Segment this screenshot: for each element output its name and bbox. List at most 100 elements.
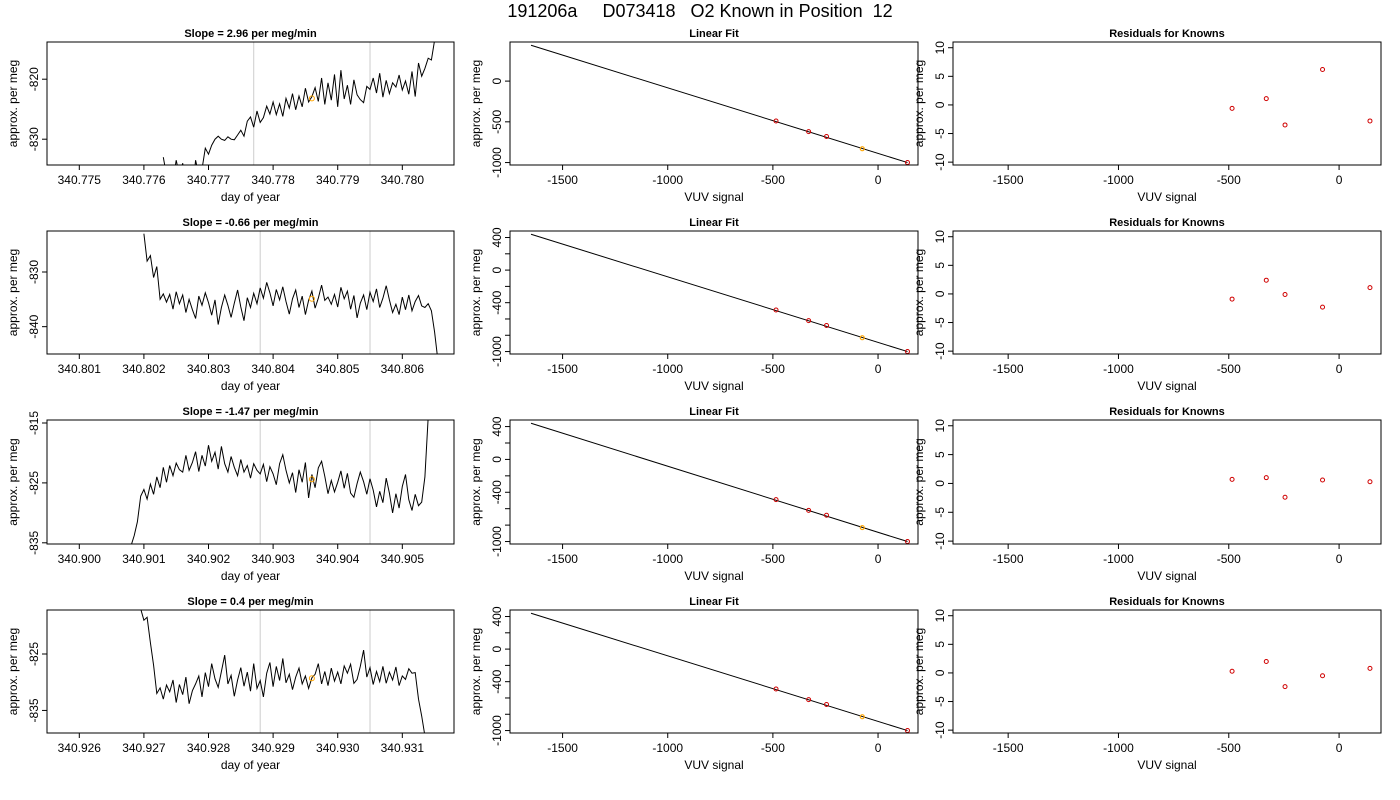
plot-frame (952, 230, 1382, 355)
x-tick-label: -500 (761, 741, 785, 755)
y-tick-label: -10 (933, 532, 947, 550)
panel-title: Slope = -0.66 per meg/min (182, 217, 318, 229)
known-point (806, 129, 812, 135)
x-tick-label: 340.779 (316, 173, 360, 187)
y-tick-label: 5 (933, 641, 947, 648)
residual-point (1367, 285, 1373, 291)
y-axis-label: approx. per meg (912, 628, 926, 715)
known-point (824, 322, 830, 328)
y-tick-label: 0 (933, 101, 947, 108)
y-axis-label: approx. per meg (469, 628, 483, 715)
panel-title: Linear Fit (689, 28, 739, 40)
y-tick-label: 10 (933, 419, 947, 433)
x-axis-label: day of year (221, 569, 280, 583)
panel-4-1: Slope = 0.4 per meg/min 340.926 340.927 340… (6, 596, 455, 772)
panel-title: Linear Fit (689, 217, 739, 229)
x-tick-label: 0 (1336, 741, 1343, 755)
y-tick-label: 10 (933, 230, 947, 244)
x-tick-label: 340.927 (122, 741, 166, 755)
x-axis-label: day of year (221, 758, 280, 772)
plot-frame (46, 419, 455, 545)
x-axis-label: VUV signal (684, 379, 743, 393)
x-axis-label: VUV signal (684, 190, 743, 204)
x-tick-label: -500 (1217, 173, 1241, 187)
residual-point (1282, 684, 1288, 690)
known-point (773, 118, 779, 124)
y-tick-label: 0 (933, 480, 947, 487)
y-axis-label: approx. per meg (912, 60, 926, 147)
panel-title: Residuals for Knowns (1109, 217, 1225, 229)
plot-frame (952, 609, 1382, 734)
residual-point (1282, 494, 1288, 500)
plot-frame (952, 41, 1382, 166)
y-tick-label: -10 (933, 342, 947, 360)
y-tick-label: 0 (490, 645, 504, 652)
plot-frame (509, 419, 919, 545)
plot-area (530, 233, 910, 354)
y-tick-label: -400 (490, 290, 504, 314)
residual-point (1229, 296, 1235, 302)
y-axis-label: approx. per meg (6, 249, 20, 336)
x-tick-label: 340.775 (58, 173, 102, 187)
x-tick-label: 0 (875, 552, 882, 566)
x-tick-label: 340.778 (251, 173, 295, 187)
y-axis-label: approx. per meg (6, 628, 20, 715)
plot-area (530, 612, 910, 733)
x-tick-label: -500 (761, 362, 785, 376)
y-tick-label: 5 (933, 73, 947, 80)
x-tick-label: 340.901 (122, 552, 166, 566)
plot-area (1229, 475, 1373, 500)
x-tick-label: -1000 (1103, 362, 1134, 376)
x-tick-label: 340.928 (187, 741, 231, 755)
y-tick-label: 400 (490, 606, 504, 626)
y-tick-label: 400 (490, 416, 504, 436)
y-tick-label: -500 (490, 109, 504, 133)
residual-point (1263, 277, 1269, 283)
highlight-point (308, 95, 315, 102)
known-point (824, 512, 830, 518)
x-tick-label: -500 (761, 552, 785, 566)
y-tick-label: 400 (490, 227, 504, 247)
known-point (824, 701, 830, 707)
residual-point (1320, 673, 1326, 679)
y-tick-label: -820 (27, 67, 41, 91)
y-tick-label: 0 (933, 290, 947, 297)
x-tick-label: 340.802 (122, 362, 166, 376)
x-tick-label: 340.902 (187, 552, 231, 566)
x-axis-label: day of year (221, 379, 280, 393)
x-axis-label: VUV signal (1137, 190, 1196, 204)
y-tick-label: 10 (933, 41, 947, 55)
highlight-point (308, 476, 315, 483)
residual-point (1229, 476, 1235, 482)
known-point (824, 133, 830, 139)
y-axis-label: approx. per meg (912, 438, 926, 525)
data-trace-line (140, 610, 425, 733)
panel-title: Linear Fit (689, 406, 739, 418)
y-tick-label: -400 (490, 669, 504, 693)
residual-point (1367, 118, 1373, 124)
residual-point (1282, 122, 1288, 128)
y-tick-label: -825 (27, 642, 41, 666)
residual-point (1282, 292, 1288, 298)
y-axis-label: approx. per meg (912, 249, 926, 336)
x-tick-label: 0 (1336, 173, 1343, 187)
x-tick-label: 340.926 (58, 741, 102, 755)
plot-frame (46, 230, 455, 355)
y-tick-label: -825 (27, 471, 41, 495)
plot-frame (46, 41, 455, 166)
x-tick-label: 340.930 (316, 741, 360, 755)
x-axis-label: day of year (221, 190, 280, 204)
panel-2-3: Residuals for Knowns -1500 -1000 -500 0 10 5 0 -… (912, 217, 1382, 393)
y-tick-label: -835 (27, 530, 41, 554)
x-tick-label: -500 (1217, 741, 1241, 755)
y-tick-label: 0 (490, 456, 504, 463)
x-tick-label: 340.931 (381, 741, 425, 755)
plot-frame (509, 41, 919, 166)
x-tick-label: 0 (1336, 362, 1343, 376)
plot-frame (509, 609, 919, 734)
x-tick-label: -1000 (1103, 173, 1134, 187)
x-tick-label: 340.903 (251, 552, 295, 566)
residual-point (1367, 479, 1373, 485)
panel-4-2: Linear Fit-1500 -1000 -500 04000-400-1000VU… (469, 596, 919, 772)
